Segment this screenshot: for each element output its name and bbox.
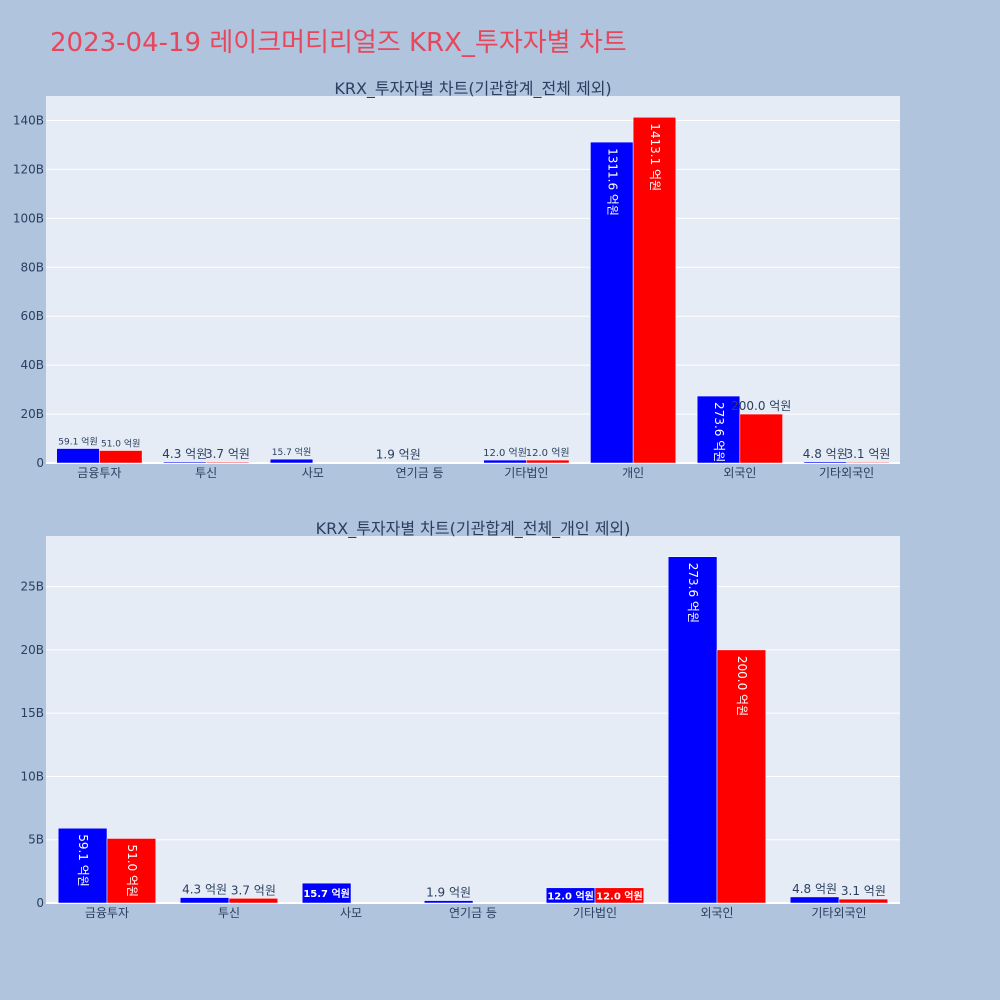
chart-1: KRX_투자자별 차트(기관합계_전체 제외) 0 20B 40B 60B 80B 100B… bbox=[13, 79, 900, 480]
bar bbox=[301, 882, 352, 904]
bar bbox=[789, 896, 840, 904]
data-label: 3.7 억원 bbox=[231, 883, 276, 897]
bar bbox=[632, 117, 677, 464]
plot-area bbox=[46, 536, 900, 903]
bar bbox=[56, 448, 100, 464]
x-tick-label: 기타법인 bbox=[573, 906, 617, 920]
x-tick-label: 연기금 등 bbox=[396, 466, 444, 480]
data-label: 4.3 억원 bbox=[162, 447, 207, 461]
y-tick-label: 10B bbox=[20, 769, 44, 783]
data-label: 200.0 억원 bbox=[735, 656, 749, 716]
y-tick-label: 40B bbox=[20, 358, 44, 372]
y-tick-label: 120B bbox=[13, 162, 44, 176]
x-tick-label: 기타외국인 bbox=[819, 466, 874, 480]
bar bbox=[179, 897, 230, 904]
data-label: 51.0 억원 bbox=[101, 438, 140, 450]
data-label: 273.6 억원 bbox=[686, 563, 700, 623]
data-label: 1311.6 억원 bbox=[605, 148, 619, 216]
y-tick-label: 15B bbox=[20, 706, 44, 720]
data-label: 1.9 억원 bbox=[376, 448, 421, 462]
bar bbox=[483, 459, 527, 464]
data-label: 15.7 억원 bbox=[303, 887, 350, 900]
bar bbox=[99, 450, 143, 464]
bar bbox=[269, 458, 314, 464]
data-label: 59.1 억원 bbox=[58, 436, 97, 448]
data-label: 3.1 억원 bbox=[845, 447, 890, 461]
x-tick-label: 투신 bbox=[195, 466, 217, 480]
x-tick-label: 사모 bbox=[302, 466, 324, 480]
chart-2: KRX_투자자별 차트(기관합계_전체_개인 제외) 0 5B 10B 15B 20B 25… bbox=[20, 519, 900, 920]
bar bbox=[228, 898, 279, 904]
bar bbox=[205, 461, 250, 464]
bar bbox=[739, 413, 783, 464]
x-tick-label: 사모 bbox=[340, 906, 362, 920]
y-tick-label: 80B bbox=[20, 260, 44, 274]
bar bbox=[423, 900, 474, 904]
bar bbox=[846, 461, 890, 464]
x-tick-label: 연기금 등 bbox=[449, 906, 497, 920]
x-tick-label: 외국인 bbox=[700, 906, 733, 920]
y-tick-label: 0 bbox=[36, 456, 44, 470]
y-tick-label: 140B bbox=[13, 113, 44, 127]
data-label: 3.1 억원 bbox=[841, 884, 886, 898]
data-label: 1413.1 억원 bbox=[648, 123, 662, 191]
x-tick-label: 외국인 bbox=[723, 466, 756, 480]
bar bbox=[526, 459, 570, 464]
x-tick-label: 개인 bbox=[622, 466, 644, 480]
x-tick-label: 기타법인 bbox=[504, 466, 548, 480]
data-label: 4.8 억원 bbox=[792, 882, 837, 896]
bar bbox=[57, 827, 108, 904]
chart-title: KRX_투자자별 차트(기관합계_전체 제외) bbox=[334, 79, 611, 99]
data-label: 4.8 억원 bbox=[803, 447, 848, 461]
x-tick-label: 금융투자 bbox=[85, 906, 129, 920]
x-tick-label: 금융투자 bbox=[77, 466, 121, 480]
y-tick-label: 20B bbox=[20, 643, 44, 657]
data-label: 15.7 억원 bbox=[272, 446, 311, 458]
data-label: 12.0 억원 bbox=[483, 447, 527, 459]
y-tick-label: 60B bbox=[20, 309, 44, 323]
data-label: 12.0 억원 bbox=[547, 889, 594, 902]
data-label: 200.0 억원 bbox=[731, 399, 791, 413]
x-tick-label: 투신 bbox=[218, 906, 240, 920]
data-label: 51.0 억원 bbox=[125, 844, 139, 897]
data-label: 1.9 억원 bbox=[426, 886, 471, 900]
data-label: 273.6 억원 bbox=[712, 402, 726, 462]
page-title: 2023-04-19 레이크머티리얼즈 KRX_투자자별 차트 bbox=[50, 28, 627, 58]
bar bbox=[163, 461, 207, 464]
y-tick-label: 100B bbox=[13, 211, 44, 225]
chart-title: KRX_투자자별 차트(기관합계_전체_개인 제외) bbox=[316, 519, 631, 539]
data-label: 12.0 억원 bbox=[596, 889, 643, 902]
data-label: 4.3 억원 bbox=[182, 883, 227, 897]
y-tick-label: 25B bbox=[20, 580, 44, 594]
y-tick-label: 20B bbox=[20, 407, 44, 421]
x-tick-label: 기타외국인 bbox=[811, 906, 866, 920]
data-label: 59.1 억원 bbox=[76, 834, 90, 887]
bar bbox=[106, 838, 157, 904]
bar bbox=[594, 887, 645, 904]
bar bbox=[838, 898, 889, 904]
data-label: 12.0 억원 bbox=[526, 447, 570, 459]
y-tick-label: 0 bbox=[36, 896, 44, 910]
bar bbox=[667, 556, 718, 904]
bar bbox=[716, 649, 767, 904]
data-label: 3.7 억원 bbox=[205, 447, 250, 461]
bar bbox=[803, 461, 847, 464]
y-tick-label: 5B bbox=[28, 833, 44, 847]
plot-area bbox=[46, 96, 900, 463]
bar bbox=[696, 395, 741, 464]
